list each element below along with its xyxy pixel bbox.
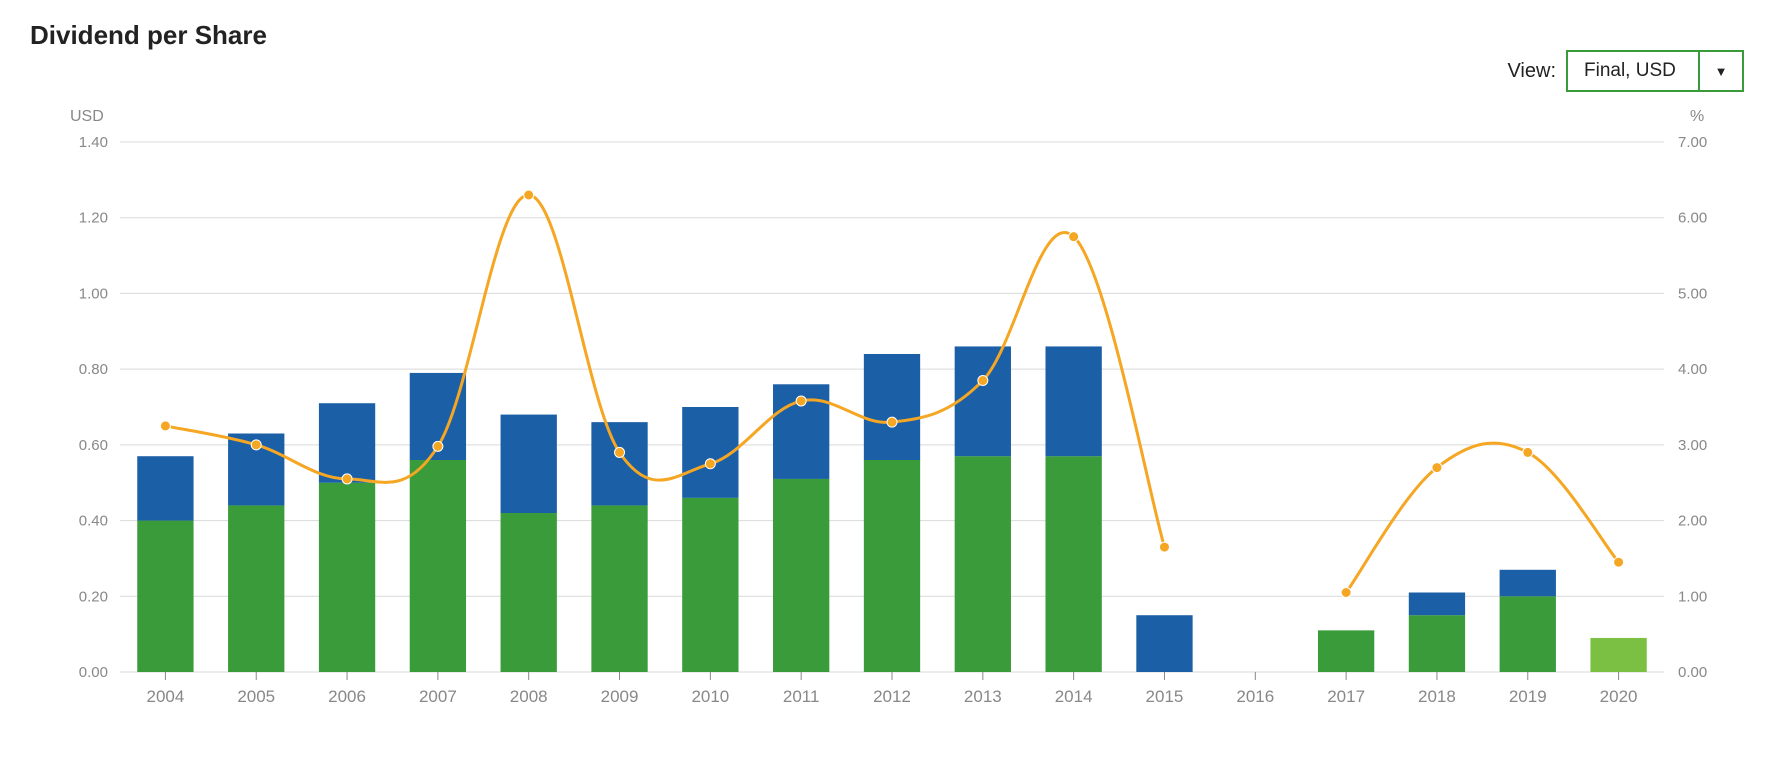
svg-text:1.00: 1.00 bbox=[79, 285, 108, 302]
svg-text:5.00: 5.00 bbox=[1678, 285, 1707, 302]
svg-text:2011: 2011 bbox=[783, 687, 820, 706]
svg-text:2008: 2008 bbox=[510, 687, 548, 706]
svg-text:2007: 2007 bbox=[419, 687, 457, 706]
line-marker bbox=[160, 421, 170, 431]
svg-text:2006: 2006 bbox=[328, 687, 366, 706]
dividend-chart: USD % 0.000.200.400.600.801.001.201.400.… bbox=[30, 102, 1744, 722]
line-marker bbox=[342, 474, 352, 484]
bar-segment-green bbox=[137, 521, 193, 672]
bar-segment-blue bbox=[864, 354, 920, 460]
svg-text:2013: 2013 bbox=[964, 687, 1002, 706]
line-series bbox=[165, 195, 1164, 547]
svg-text:0.00: 0.00 bbox=[1678, 664, 1707, 681]
chart-canvas: 0.00 0.20 0.40 0.60 0.80 1.00 1.20 1.40 0.00 1.00… bbox=[30, 102, 1744, 722]
bar-segment-green bbox=[501, 513, 557, 672]
svg-text:2009: 2009 bbox=[601, 687, 639, 706]
svg-text:0.40: 0.40 bbox=[79, 513, 108, 530]
left-axis-label: USD bbox=[70, 108, 104, 126]
bar-segment-green bbox=[410, 460, 466, 672]
svg-text:0.00: 0.00 bbox=[79, 664, 108, 681]
svg-text:2020: 2020 bbox=[1600, 687, 1638, 706]
bar-segment-green bbox=[1409, 615, 1465, 672]
bar-segment-green bbox=[319, 483, 375, 672]
line-marker bbox=[705, 459, 715, 469]
bar-segment-blue bbox=[955, 346, 1011, 456]
bar-segment-green-light bbox=[1590, 638, 1646, 672]
svg-text:4.00: 4.00 bbox=[1678, 361, 1707, 378]
svg-text:3.00: 3.00 bbox=[1678, 437, 1707, 454]
svg-text:2015: 2015 bbox=[1146, 687, 1184, 706]
bar-segment-green bbox=[955, 456, 1011, 672]
chart-title: Dividend per Share bbox=[30, 20, 267, 51]
bar-segment-blue bbox=[501, 415, 557, 513]
line-marker bbox=[1069, 232, 1079, 242]
svg-text:1.20: 1.20 bbox=[79, 210, 108, 227]
line-series bbox=[1346, 443, 1618, 592]
svg-text:1.40: 1.40 bbox=[79, 134, 108, 151]
bar-segment-green bbox=[1318, 630, 1374, 672]
bar-segment-green bbox=[1500, 596, 1556, 672]
line-marker bbox=[1432, 463, 1442, 473]
svg-text:2014: 2014 bbox=[1055, 687, 1093, 706]
line-marker bbox=[1159, 542, 1169, 552]
bar-segment-blue bbox=[137, 456, 193, 520]
bar-segment-blue bbox=[1136, 615, 1192, 672]
view-label: View: bbox=[1507, 60, 1556, 83]
svg-text:2016: 2016 bbox=[1236, 687, 1274, 706]
svg-text:0.80: 0.80 bbox=[79, 361, 108, 378]
view-dropdown-value: Final, USD bbox=[1568, 52, 1698, 90]
line-marker bbox=[1341, 588, 1351, 598]
line-marker bbox=[615, 447, 625, 457]
svg-text:2005: 2005 bbox=[237, 687, 275, 706]
svg-text:2012: 2012 bbox=[873, 687, 911, 706]
line-marker bbox=[251, 440, 261, 450]
line-marker bbox=[887, 417, 897, 427]
svg-text:2010: 2010 bbox=[691, 687, 729, 706]
bar-segment-green bbox=[1045, 456, 1101, 672]
line-marker bbox=[524, 190, 534, 200]
bar-segment-green bbox=[682, 498, 738, 672]
svg-text:0.60: 0.60 bbox=[79, 437, 108, 454]
bar-segment-blue bbox=[1500, 570, 1556, 597]
bar-segment-green bbox=[773, 479, 829, 672]
svg-text:0.20: 0.20 bbox=[79, 588, 108, 605]
svg-text:6.00: 6.00 bbox=[1678, 210, 1707, 227]
svg-text:2018: 2018 bbox=[1418, 687, 1456, 706]
line-marker bbox=[1614, 557, 1624, 567]
bar-segment-green bbox=[228, 505, 284, 672]
bar-segment-green bbox=[864, 460, 920, 672]
svg-text:2.00: 2.00 bbox=[1678, 513, 1707, 530]
bar-segment-blue bbox=[319, 403, 375, 483]
svg-text:1.00: 1.00 bbox=[1678, 588, 1707, 605]
view-controls: View: Final, USD ▼ bbox=[1507, 50, 1744, 92]
chevron-down-icon: ▼ bbox=[1698, 52, 1742, 90]
line-marker bbox=[433, 441, 443, 451]
line-marker bbox=[978, 376, 988, 386]
bar-segment-blue bbox=[591, 422, 647, 505]
svg-text:2017: 2017 bbox=[1327, 687, 1365, 706]
svg-text:7.00: 7.00 bbox=[1678, 134, 1707, 151]
svg-text:2019: 2019 bbox=[1509, 687, 1547, 706]
right-axis-label: % bbox=[1690, 108, 1704, 126]
line-marker bbox=[1523, 447, 1533, 457]
svg-text:2004: 2004 bbox=[146, 687, 184, 706]
line-marker bbox=[796, 396, 806, 406]
view-dropdown[interactable]: Final, USD ▼ bbox=[1566, 50, 1744, 92]
bar-segment-green bbox=[591, 505, 647, 672]
bar-segment-blue bbox=[1045, 346, 1101, 456]
bar-segment-blue bbox=[1409, 593, 1465, 616]
